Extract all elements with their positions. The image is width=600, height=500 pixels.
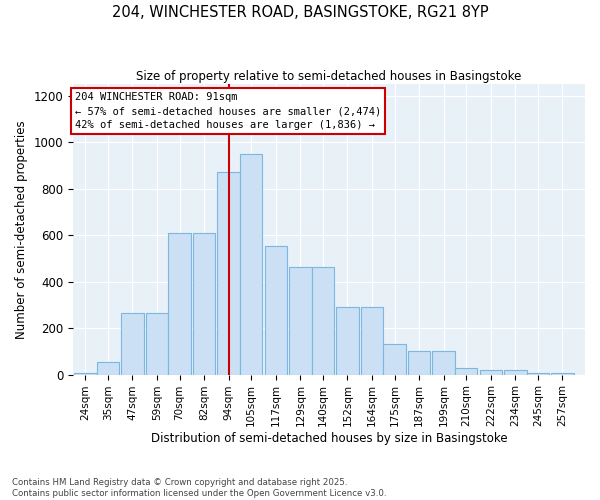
Bar bbox=[311, 266, 334, 374]
Text: 204 WINCHESTER ROAD: 91sqm
← 57% of semi-detached houses are smaller (2,474)
42%: 204 WINCHESTER ROAD: 91sqm ← 57% of semi… bbox=[75, 92, 382, 130]
Bar bbox=[504, 370, 527, 374]
Bar bbox=[479, 370, 502, 374]
Text: Contains HM Land Registry data © Crown copyright and database right 2025.
Contai: Contains HM Land Registry data © Crown c… bbox=[12, 478, 386, 498]
Bar bbox=[97, 362, 119, 374]
Title: Size of property relative to semi-detached houses in Basingstoke: Size of property relative to semi-detach… bbox=[136, 70, 522, 83]
Bar bbox=[168, 233, 191, 374]
Bar bbox=[240, 154, 262, 374]
Bar bbox=[289, 266, 311, 374]
Bar bbox=[146, 313, 168, 374]
Bar bbox=[121, 313, 143, 374]
Bar bbox=[336, 307, 359, 374]
Bar bbox=[455, 368, 478, 374]
Y-axis label: Number of semi-detached properties: Number of semi-detached properties bbox=[15, 120, 28, 338]
Text: 204, WINCHESTER ROAD, BASINGSTOKE, RG21 8YP: 204, WINCHESTER ROAD, BASINGSTOKE, RG21 … bbox=[112, 5, 488, 20]
Bar bbox=[193, 233, 215, 374]
Bar bbox=[433, 352, 455, 374]
X-axis label: Distribution of semi-detached houses by size in Basingstoke: Distribution of semi-detached houses by … bbox=[151, 432, 508, 445]
Bar bbox=[361, 307, 383, 374]
Bar bbox=[383, 344, 406, 374]
Bar bbox=[74, 372, 97, 374]
Bar bbox=[265, 246, 287, 374]
Bar bbox=[217, 172, 240, 374]
Bar bbox=[408, 352, 430, 374]
